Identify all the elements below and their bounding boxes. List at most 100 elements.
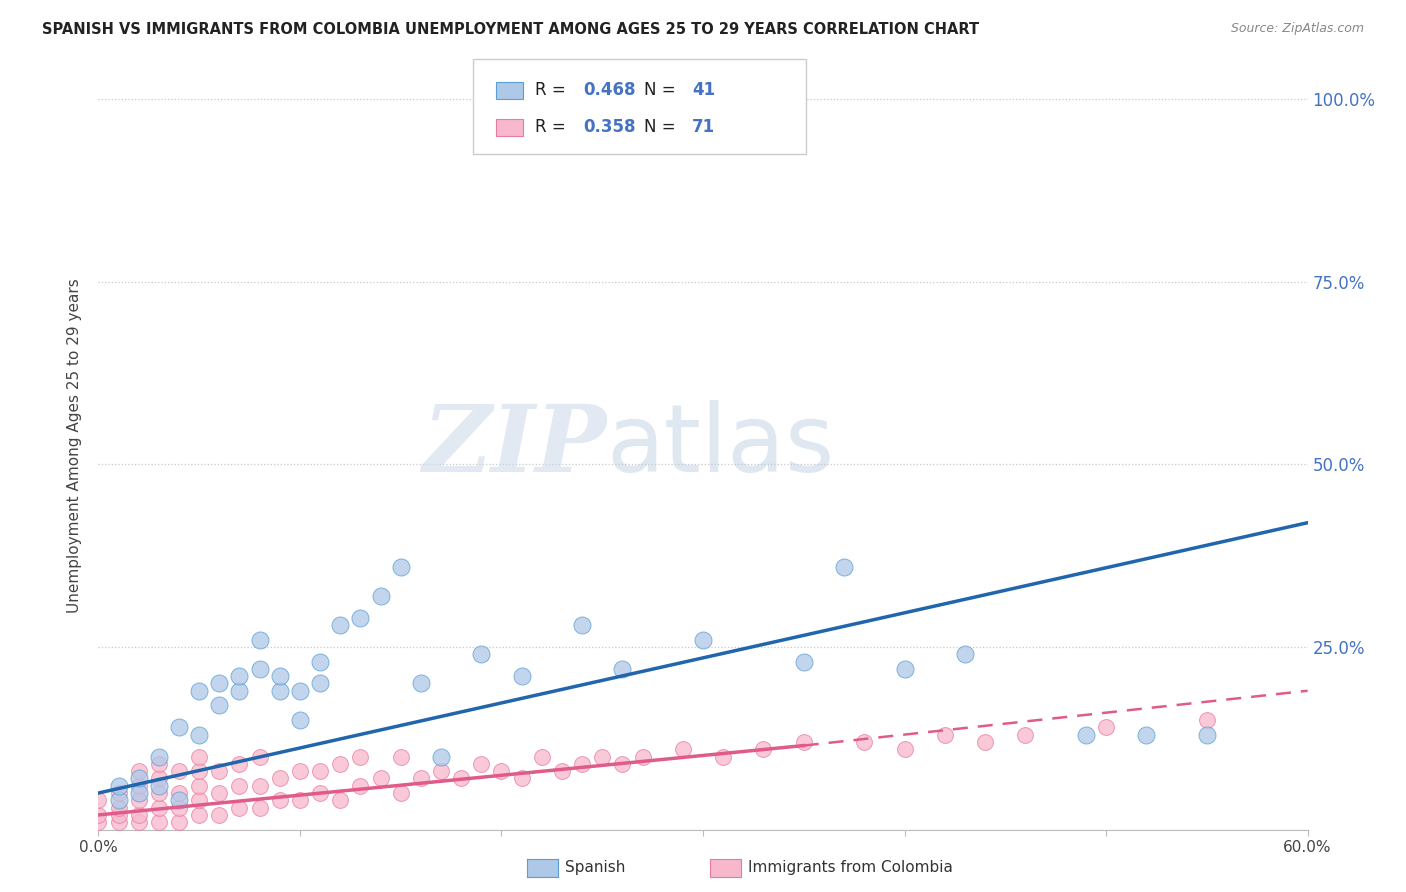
- Point: [208, 764, 231, 778]
- Point: [1074, 728, 1097, 742]
- Text: R =: R =: [534, 81, 571, 99]
- Point: [107, 793, 129, 807]
- Point: [269, 669, 291, 683]
- Point: [148, 786, 170, 800]
- Point: [530, 749, 553, 764]
- Point: [309, 655, 332, 669]
- Point: [389, 749, 412, 764]
- Point: [128, 786, 150, 800]
- Text: 71: 71: [692, 119, 716, 136]
- Point: [228, 800, 250, 814]
- Point: [711, 749, 734, 764]
- Text: N =: N =: [644, 81, 681, 99]
- Point: [288, 793, 311, 807]
- Point: [249, 632, 271, 647]
- Point: [208, 676, 231, 690]
- Point: [551, 764, 574, 778]
- Point: [349, 779, 371, 793]
- Point: [510, 772, 533, 786]
- Text: atlas: atlas: [606, 400, 835, 492]
- Point: [1014, 728, 1036, 742]
- Text: N =: N =: [644, 119, 681, 136]
- Point: [107, 779, 129, 793]
- Point: [188, 793, 211, 807]
- Point: [107, 815, 129, 830]
- Point: [692, 632, 714, 647]
- Text: SPANISH VS IMMIGRANTS FROM COLOMBIA UNEMPLOYMENT AMONG AGES 25 TO 29 YEARS CORRE: SPANISH VS IMMIGRANTS FROM COLOMBIA UNEM…: [42, 22, 980, 37]
- FancyBboxPatch shape: [474, 59, 806, 154]
- Point: [269, 772, 291, 786]
- Point: [389, 786, 412, 800]
- Point: [128, 772, 150, 786]
- Point: [832, 559, 855, 574]
- Point: [269, 683, 291, 698]
- Point: [329, 793, 352, 807]
- Point: [288, 764, 311, 778]
- Point: [128, 764, 150, 778]
- Point: [893, 742, 915, 756]
- Point: [128, 815, 150, 830]
- Point: [148, 800, 170, 814]
- Point: [87, 793, 110, 807]
- Point: [87, 808, 110, 822]
- Point: [128, 793, 150, 807]
- Point: [853, 735, 876, 749]
- Point: [370, 772, 392, 786]
- Point: [167, 720, 190, 734]
- Point: [208, 808, 231, 822]
- Point: [571, 618, 593, 632]
- Point: [188, 749, 211, 764]
- Point: [148, 772, 170, 786]
- Point: [167, 786, 190, 800]
- Point: [148, 756, 170, 771]
- Text: 0.468: 0.468: [583, 81, 636, 99]
- Point: [309, 676, 332, 690]
- Point: [409, 676, 432, 690]
- Point: [188, 779, 211, 793]
- Point: [591, 749, 613, 764]
- Point: [329, 756, 352, 771]
- Point: [389, 559, 412, 574]
- Point: [370, 589, 392, 603]
- Point: [893, 662, 915, 676]
- Point: [107, 808, 129, 822]
- Point: [288, 713, 311, 727]
- Point: [249, 779, 271, 793]
- Text: R =: R =: [534, 119, 571, 136]
- Point: [107, 800, 129, 814]
- Text: Spanish: Spanish: [565, 861, 626, 875]
- Y-axis label: Unemployment Among Ages 25 to 29 years: Unemployment Among Ages 25 to 29 years: [67, 278, 83, 614]
- Point: [249, 749, 271, 764]
- Point: [1195, 713, 1218, 727]
- Point: [470, 756, 492, 771]
- Point: [934, 728, 956, 742]
- Point: [228, 756, 250, 771]
- Point: [793, 735, 815, 749]
- Point: [329, 618, 352, 632]
- Point: [148, 779, 170, 793]
- Point: [430, 764, 453, 778]
- Text: 41: 41: [692, 81, 716, 99]
- Point: [1195, 728, 1218, 742]
- Point: [228, 779, 250, 793]
- FancyBboxPatch shape: [496, 82, 523, 99]
- Point: [309, 786, 332, 800]
- Point: [409, 772, 432, 786]
- Point: [208, 786, 231, 800]
- Point: [1135, 728, 1157, 742]
- Point: [793, 655, 815, 669]
- Point: [631, 749, 654, 764]
- Point: [188, 808, 211, 822]
- Point: [571, 756, 593, 771]
- Point: [208, 698, 231, 713]
- Point: [188, 764, 211, 778]
- Point: [309, 764, 332, 778]
- Point: [87, 815, 110, 830]
- Point: [128, 779, 150, 793]
- Point: [188, 728, 211, 742]
- Point: [249, 800, 271, 814]
- Point: [470, 647, 492, 661]
- Text: Immigrants from Colombia: Immigrants from Colombia: [748, 861, 953, 875]
- Text: Source: ZipAtlas.com: Source: ZipAtlas.com: [1230, 22, 1364, 36]
- Point: [752, 742, 775, 756]
